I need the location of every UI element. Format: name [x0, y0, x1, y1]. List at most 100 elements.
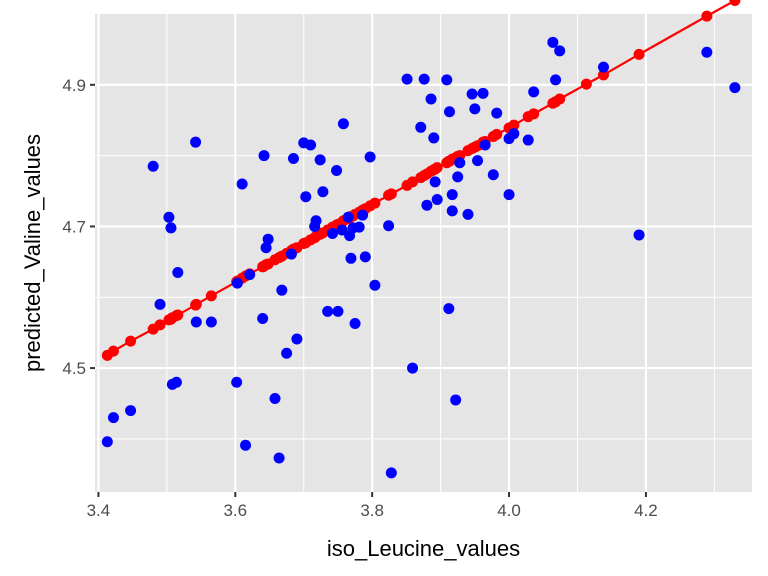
- observed-point: [729, 82, 741, 94]
- observed-point: [240, 439, 252, 451]
- observed-point: [429, 176, 441, 188]
- observed-point: [342, 211, 354, 223]
- x-tick-label: 3.8: [360, 501, 384, 520]
- observed-point: [597, 61, 609, 73]
- fitted-point: [528, 108, 540, 120]
- observed-point: [345, 252, 357, 264]
- observed-point: [415, 121, 427, 133]
- observed-point: [244, 269, 256, 281]
- x-axis-ticks: 3.4 3.6 3.8 4.0 4.2: [87, 492, 658, 520]
- fitted-point: [508, 119, 520, 131]
- fitted-point: [107, 345, 119, 357]
- observed-point: [528, 86, 540, 98]
- observed-point: [310, 215, 322, 227]
- observed-point: [125, 405, 137, 417]
- observed-point: [285, 248, 297, 260]
- fitted-point: [172, 309, 184, 321]
- observed-point: [479, 139, 491, 151]
- observed-point: [147, 160, 159, 172]
- observed-point: [407, 362, 419, 374]
- observed-point: [165, 222, 177, 234]
- observed-point: [359, 251, 371, 263]
- observed-points-layer: [101, 36, 741, 479]
- fitted-point: [491, 128, 503, 140]
- fitted-point: [190, 298, 202, 310]
- fitted-point: [369, 197, 381, 209]
- x-tick-label: 3.6: [223, 501, 247, 520]
- observed-point: [336, 224, 348, 236]
- major-gridlines: [95, 14, 752, 492]
- observed-point: [337, 118, 349, 130]
- minor-gridlines: [95, 14, 752, 492]
- observed-point: [101, 436, 113, 448]
- observed-point: [444, 106, 456, 118]
- fitted-point: [580, 78, 592, 90]
- observed-point: [300, 191, 312, 203]
- observed-point: [701, 46, 713, 58]
- observed-point: [190, 136, 202, 148]
- observed-point: [425, 93, 437, 105]
- observed-point: [172, 266, 184, 278]
- observed-point: [231, 376, 243, 388]
- observed-point: [322, 305, 334, 317]
- fitted-point: [597, 69, 609, 81]
- fitted-point: [125, 335, 137, 347]
- observed-point: [163, 211, 175, 223]
- fitted-point: [633, 48, 645, 60]
- observed-point: [291, 333, 303, 345]
- observed-point: [450, 394, 462, 406]
- observed-point: [107, 412, 119, 424]
- observed-point: [554, 45, 566, 57]
- observed-point: [273, 452, 285, 464]
- observed-point: [633, 229, 645, 241]
- observed-point: [262, 233, 274, 245]
- observed-point: [466, 88, 478, 100]
- observed-point: [421, 199, 433, 211]
- observed-point: [385, 467, 397, 479]
- x-axis-title: iso_Leucine_values: [327, 536, 520, 561]
- fitted-point: [701, 10, 713, 22]
- observed-point: [326, 228, 338, 240]
- observed-point: [491, 107, 503, 119]
- observed-point: [357, 209, 369, 221]
- fitted-point: [407, 176, 419, 188]
- observed-point: [305, 139, 317, 151]
- x-tick-label: 4.0: [497, 501, 521, 520]
- observed-point: [472, 155, 484, 167]
- plot-panel: [95, 14, 752, 492]
- observed-point: [287, 152, 299, 164]
- observed-point: [446, 189, 458, 201]
- observed-point: [281, 347, 293, 359]
- observed-point: [170, 376, 182, 388]
- observed-point: [314, 154, 326, 166]
- y-axis-ticks: 4.5 4.7 4.9: [62, 76, 95, 378]
- observed-point: [441, 74, 453, 86]
- observed-point: [428, 132, 440, 144]
- fitted-point: [729, 0, 741, 7]
- observed-point: [154, 298, 166, 310]
- observed-point: [349, 317, 361, 329]
- observed-point: [317, 186, 329, 198]
- observed-point: [231, 277, 243, 289]
- observed-point: [550, 74, 562, 86]
- observed-point: [462, 208, 474, 220]
- observed-point: [364, 151, 376, 163]
- observed-point: [477, 87, 489, 99]
- observed-point: [452, 171, 464, 183]
- fitted-point: [385, 188, 397, 200]
- observed-point: [383, 220, 395, 232]
- observed-point: [369, 279, 381, 291]
- y-tick-label: 4.7: [62, 217, 86, 236]
- observed-point: [503, 189, 515, 201]
- observed-point: [446, 205, 458, 217]
- observed-point: [353, 221, 365, 233]
- observed-point: [269, 393, 281, 405]
- observed-point: [276, 284, 288, 296]
- observed-point: [205, 316, 217, 328]
- fitted-point: [205, 290, 217, 302]
- x-tick-label: 3.4: [87, 501, 111, 520]
- observed-point: [257, 313, 269, 325]
- observed-point: [547, 36, 559, 48]
- observed-point: [332, 305, 344, 317]
